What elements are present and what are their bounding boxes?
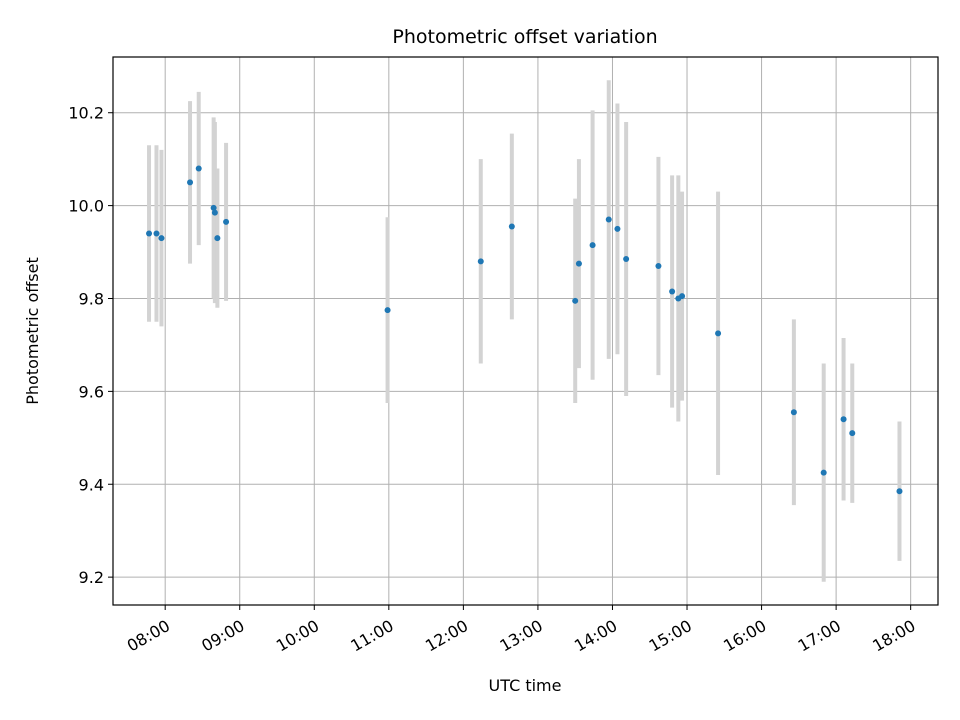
data-point	[575, 260, 582, 267]
data-point	[679, 293, 686, 300]
data-point	[195, 165, 202, 172]
data-point	[614, 225, 621, 232]
data-point	[820, 469, 827, 476]
x-axis-label: UTC time	[489, 676, 562, 695]
data-point	[153, 230, 160, 237]
data-point	[623, 256, 630, 263]
data-point	[214, 235, 221, 242]
data-point	[605, 216, 612, 223]
y-tick-label: 9.8	[79, 289, 104, 308]
data-point	[158, 235, 165, 242]
y-tick-label: 10.2	[68, 104, 104, 123]
data-point	[849, 430, 856, 437]
data-point	[477, 258, 484, 265]
data-point	[210, 204, 217, 211]
data-point	[572, 297, 579, 304]
y-tick-label: 9.6	[79, 382, 104, 401]
data-point	[211, 209, 218, 216]
data-point	[384, 307, 391, 314]
y-tick-label: 9.2	[79, 568, 104, 587]
data-point	[715, 330, 722, 337]
data-point	[896, 488, 903, 495]
data-point	[508, 223, 515, 230]
data-point	[223, 218, 230, 225]
data-point	[187, 179, 194, 186]
data-point	[790, 409, 797, 416]
y-tick-label: 9.4	[79, 475, 104, 494]
data-point	[589, 242, 596, 249]
data-point	[655, 262, 662, 269]
x-axis-ticks: 08:00 09:00 10:00 11:00 12:00 13:00 14:00 15:00…	[124, 605, 919, 656]
data-points	[146, 165, 903, 495]
chart-title: Photometric offset variation	[392, 26, 657, 48]
plot-frame	[112, 56, 939, 606]
data-point	[669, 288, 676, 295]
data-point	[146, 230, 153, 237]
grid-lines	[113, 57, 938, 605]
y-axis-label: Photometric offset	[23, 257, 42, 405]
y-axis-ticks: 9.2 9.4 9.6 9.8 10.0 10.2	[68, 104, 113, 587]
y-tick-label: 10.0	[68, 197, 104, 216]
data-point	[840, 416, 847, 423]
